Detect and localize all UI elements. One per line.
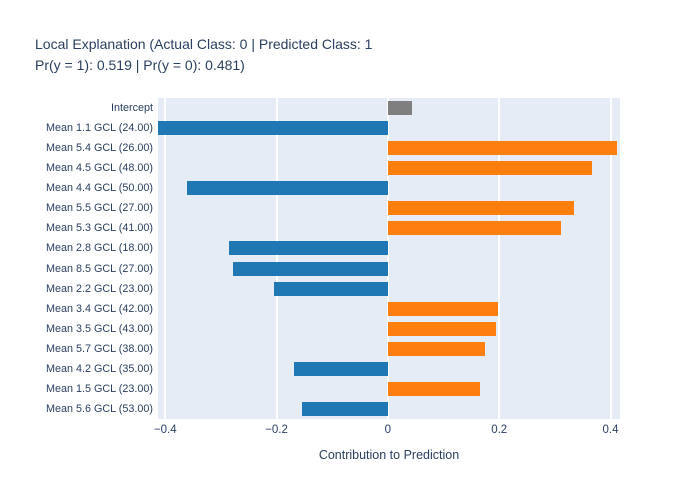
y-tick-label: Mean 1.5 GCL (23.00) xyxy=(45,382,153,395)
bar-row xyxy=(158,299,620,319)
gridline xyxy=(386,98,389,419)
bar[interactable] xyxy=(387,101,412,116)
chart-title: Local Explanation (Actual Class: 0 | Pre… xyxy=(35,34,372,76)
bar[interactable] xyxy=(387,201,574,216)
y-tick-label: Mean 5.7 GCL (38.00) xyxy=(45,342,153,355)
bar[interactable] xyxy=(228,241,388,256)
bar-row xyxy=(158,118,620,138)
y-tick-label: Mean 4.2 GCL (35.00) xyxy=(45,362,153,375)
bar[interactable] xyxy=(294,361,388,376)
y-tick-label: Mean 5.6 GCL (53.00) xyxy=(45,402,153,415)
gridline xyxy=(275,98,278,419)
y-tick-label: Mean 2.2 GCL (23.00) xyxy=(45,282,153,295)
y-tick-label: Intercept xyxy=(110,102,153,115)
bar[interactable] xyxy=(387,161,592,176)
bar-row xyxy=(158,339,620,359)
bar[interactable] xyxy=(387,141,618,156)
y-tick-label: Mean 4.5 GCL (48.00) xyxy=(45,162,153,175)
x-tick-label: 0.2 xyxy=(491,424,508,436)
plot-area[interactable] xyxy=(158,98,620,419)
y-tick-label: Mean 4.4 GCL (50.00) xyxy=(45,182,153,195)
bar[interactable] xyxy=(273,281,388,296)
y-tick-label: Mean 1.1 GCL (24.00) xyxy=(45,122,153,135)
gridline xyxy=(609,98,612,419)
y-tick-label: Mean 2.8 GCL (18.00) xyxy=(45,242,153,255)
x-tick-label: −0.2 xyxy=(265,424,288,436)
y-tick-label: Mean 5.4 GCL (26.00) xyxy=(45,142,153,155)
bar-row xyxy=(158,279,620,299)
x-axis-title: Contribution to Prediction xyxy=(318,448,460,462)
bar-row xyxy=(158,399,620,419)
bar-row xyxy=(158,238,620,258)
x-tick-label: −0.4 xyxy=(153,424,177,436)
bar-row xyxy=(158,158,620,178)
gridline xyxy=(498,98,501,419)
bar-row xyxy=(158,319,620,339)
bar[interactable] xyxy=(387,321,497,336)
chart-title-line-2: Pr(y = 1): 0.519 | Pr(y = 0): 0.481) xyxy=(35,57,245,73)
y-tick-label: Mean 5.5 GCL (27.00) xyxy=(45,202,153,215)
y-tick-label: Mean 3.5 GCL (43.00) xyxy=(45,322,153,335)
bar[interactable] xyxy=(387,381,481,396)
bar[interactable] xyxy=(158,121,388,136)
bar[interactable] xyxy=(232,261,388,276)
bar-row xyxy=(158,259,620,279)
chart-title-line-1: Local Explanation (Actual Class: 0 | Pre… xyxy=(35,36,373,52)
bar[interactable] xyxy=(302,401,388,416)
bar-row xyxy=(158,359,620,379)
y-tick-label: Mean 3.4 GCL (42.00) xyxy=(45,302,153,315)
bar-row xyxy=(158,178,620,198)
bar-row xyxy=(158,218,620,238)
y-axis-labels: Intercept Mean 1.1 GCL (24.00) Mean 5.4 GC… xyxy=(0,98,153,419)
bar-row xyxy=(158,138,620,158)
bar[interactable] xyxy=(387,301,499,316)
y-tick-label: Mean 5.3 GCL (41.00) xyxy=(45,222,153,235)
bar-row xyxy=(158,98,620,118)
x-tick-label: 0.4 xyxy=(602,424,619,436)
x-axis-ticks: −0.4 −0.2 0 0.2 0.4 xyxy=(154,424,620,438)
y-tick-label: Mean 8.5 GCL (27.00) xyxy=(45,262,153,275)
bar-row xyxy=(158,198,620,218)
gridline xyxy=(164,98,167,419)
x-tick-label: 0 xyxy=(384,424,392,436)
bar-row xyxy=(158,379,620,399)
bar[interactable] xyxy=(387,221,561,236)
bar[interactable] xyxy=(387,341,486,356)
bar[interactable] xyxy=(186,181,388,196)
